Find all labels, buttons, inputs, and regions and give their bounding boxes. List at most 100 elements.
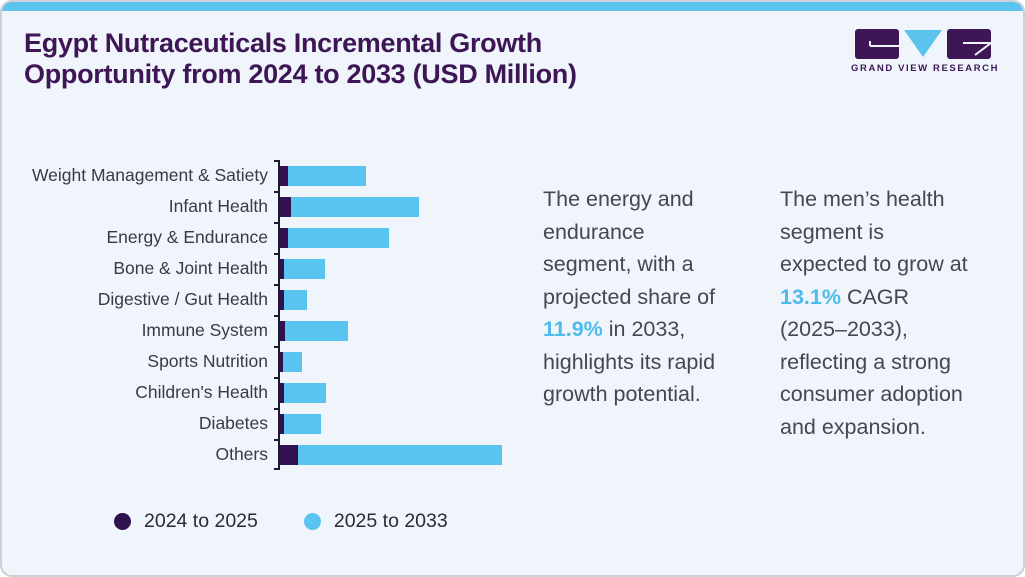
category-label: Energy & Endurance	[106, 227, 269, 247]
axis-tick	[274, 377, 278, 379]
insight-line: and expansion.	[780, 411, 1000, 444]
axis-tick	[274, 439, 278, 441]
bar-segment	[288, 165, 366, 186]
chart-row: Digestive / Gut Health	[12, 284, 532, 315]
insight-line: projected share of	[543, 281, 753, 314]
bar-segment	[280, 227, 288, 248]
stacked-bar	[280, 351, 302, 372]
insight-line: The men’s health	[780, 183, 1000, 216]
stacked-bar	[280, 444, 502, 465]
insight-text: expected to grow at	[780, 252, 968, 276]
bar-segment	[280, 320, 285, 341]
insight-text: The energy and	[543, 187, 694, 211]
insight-line: segment is	[780, 216, 1000, 249]
category-label: Immune System	[141, 320, 268, 340]
stacked-bar	[280, 227, 389, 248]
legend-label: 2024 to 2025	[144, 510, 258, 532]
insight-text: The men’s health	[780, 187, 945, 211]
category-label: Others	[215, 444, 268, 464]
legend-item: 2024 to 2025	[114, 510, 258, 533]
stacked-bar	[280, 382, 326, 403]
page-title: Egypt Nutraceuticals Incremental Growth O…	[24, 28, 577, 90]
insight-text: projected share of	[543, 284, 716, 309]
grand-view-research-logo: GRAND VIEW RESEARCH	[851, 29, 1000, 74]
axis-tick	[274, 408, 278, 410]
chart-row: Energy & Endurance	[12, 222, 532, 253]
bar-chart: Weight Management & Satiety Infant Health…	[12, 160, 532, 470]
bar-segment	[283, 351, 302, 372]
insight-text: in 2033,	[602, 317, 686, 341]
insight-text: consumer adoption	[780, 382, 963, 406]
insight-line: endurance	[543, 216, 753, 249]
legend-label: 2025 to 2033	[333, 510, 448, 532]
insight-text: growth potential.	[543, 382, 701, 406]
axis-tick	[274, 346, 278, 348]
chart-row: Weight Management & Satiety	[12, 160, 532, 191]
category-label: Weight Management & Satiety	[31, 165, 268, 185]
category-label: Bone & Joint Health	[113, 258, 268, 278]
insight-text: reflecting a strong	[780, 349, 951, 374]
chart-row: Bone & Joint Health	[12, 253, 532, 284]
category-label: Digestive / Gut Health	[97, 289, 268, 309]
insight-text: segment is	[780, 219, 884, 244]
insight-mens-health: The men’s health segment is expected to gr…	[780, 183, 1000, 443]
axis-tick	[274, 160, 278, 162]
stacked-bar	[280, 196, 419, 217]
page-title-line2: Opportunity from 2024 to 2033 (USD Milli…	[24, 59, 577, 89]
insight-line: reflecting a strong	[780, 346, 1000, 379]
insight-text: endurance	[543, 219, 645, 244]
insight-line: 11.9% in 2033,	[543, 313, 753, 346]
stacked-bar	[280, 289, 307, 310]
y-axis-line	[278, 160, 280, 470]
chart-row: Infant Health	[12, 191, 532, 222]
gvr-logo-r-icon	[947, 29, 991, 59]
bar-segment	[284, 289, 307, 310]
insight-line: segment, with a	[543, 248, 753, 281]
bar-segment	[298, 444, 502, 465]
chart-legend: 2024 to 2025 2025 to 2033	[114, 510, 448, 533]
insight-line: consumer adoption	[780, 378, 1000, 411]
brand-name: GRAND VIEW RESEARCH	[851, 63, 1000, 74]
legend-dot-icon	[114, 513, 131, 530]
gvr-logo-v-icon	[904, 30, 942, 57]
insight-line: highlights its rapid	[543, 346, 753, 379]
gvr-logo-g-icon	[855, 29, 899, 59]
bar-segment	[280, 258, 284, 279]
page-title-line1: Egypt Nutraceuticals Incremental Growth	[24, 28, 542, 58]
bar-segment	[280, 289, 284, 310]
insight-line: growth potential.	[543, 378, 753, 411]
axis-tick	[274, 253, 278, 255]
bar-segment	[284, 382, 326, 403]
category-label: Infant Health	[168, 196, 268, 216]
insight-line: expected to grow at	[780, 248, 1000, 281]
bar-segment	[284, 258, 325, 279]
chart-row: Immune System	[12, 315, 532, 346]
stacked-bar	[280, 320, 348, 341]
insight-line: (2025–2033),	[780, 313, 1000, 346]
insight-text: segment, with a	[543, 252, 694, 276]
axis-tick	[274, 315, 278, 317]
chart-row: Children's Health	[12, 377, 532, 408]
insight-highlight-value: 13.1%	[780, 284, 841, 309]
stacked-bar	[280, 258, 325, 279]
legend-dot-icon	[303, 513, 321, 530]
stacked-bar	[280, 413, 321, 434]
bar-segment	[280, 351, 283, 372]
axis-tick	[274, 468, 278, 470]
insight-text: and expansion.	[780, 414, 926, 439]
chart-row: Sports Nutrition	[12, 346, 532, 377]
category-label: Sports Nutrition	[147, 351, 268, 371]
bar-segment	[291, 196, 419, 217]
axis-tick	[274, 191, 278, 193]
bar-segment	[280, 196, 291, 217]
top-accent-stripe	[2, 2, 1023, 11]
insight-energy-endurance: The energy and endurance segment, with a pr…	[543, 183, 753, 411]
bar-segment	[285, 320, 348, 341]
insight-line: 13.1% CAGR	[780, 281, 1000, 314]
gvr-logo-mark	[851, 29, 995, 59]
insight-text: CAGR	[840, 284, 910, 309]
bar-segment	[284, 413, 321, 434]
category-label: Diabetes	[198, 413, 268, 433]
insight-highlight-value: 11.9%	[543, 317, 603, 341]
